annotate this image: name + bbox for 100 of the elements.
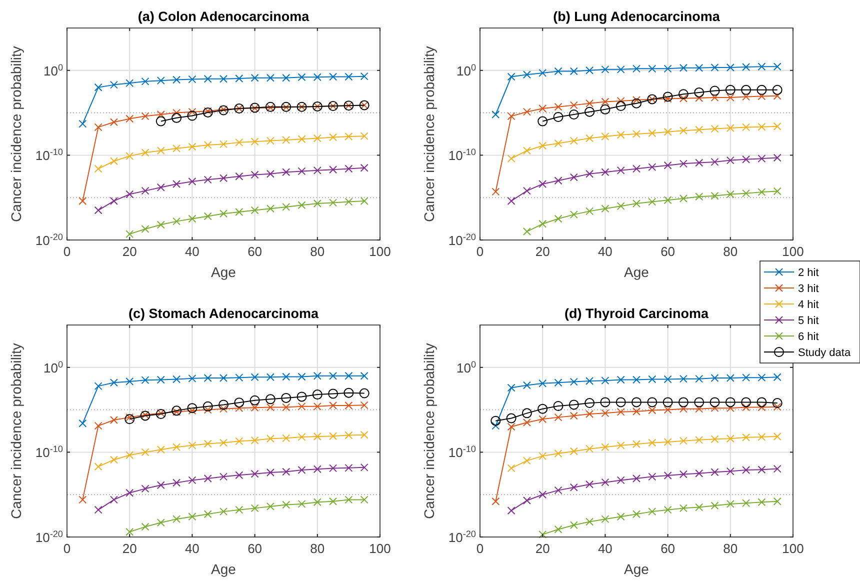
point bbox=[679, 504, 688, 512]
point bbox=[78, 196, 87, 205]
point bbox=[266, 434, 274, 443]
point bbox=[758, 432, 766, 441]
point bbox=[110, 456, 118, 464]
point bbox=[648, 508, 656, 516]
point bbox=[360, 430, 368, 439]
point bbox=[586, 376, 594, 385]
point bbox=[188, 441, 196, 450]
point bbox=[313, 166, 322, 174]
point bbox=[126, 230, 134, 238]
point bbox=[235, 471, 244, 480]
point bbox=[538, 116, 548, 126]
point bbox=[554, 449, 562, 458]
point bbox=[298, 201, 306, 210]
point bbox=[141, 522, 150, 531]
x-tick-label: 20 bbox=[535, 541, 550, 556]
point bbox=[601, 168, 610, 176]
x-tick-label: 0 bbox=[476, 541, 484, 556]
point bbox=[742, 466, 750, 474]
point bbox=[156, 116, 166, 126]
point bbox=[758, 374, 766, 382]
point bbox=[344, 431, 353, 440]
point bbox=[265, 394, 276, 404]
point bbox=[664, 471, 672, 480]
point bbox=[313, 372, 322, 380]
point bbox=[586, 134, 594, 142]
point bbox=[695, 158, 704, 167]
point bbox=[726, 63, 734, 72]
x-axis-title: Age bbox=[624, 264, 650, 280]
point bbox=[507, 72, 516, 81]
point bbox=[188, 178, 196, 186]
point bbox=[250, 470, 259, 478]
point bbox=[726, 500, 734, 508]
point bbox=[616, 376, 625, 384]
point bbox=[648, 64, 656, 73]
point bbox=[490, 416, 501, 426]
point bbox=[664, 406, 672, 414]
point bbox=[126, 413, 134, 422]
point bbox=[679, 94, 688, 102]
y-axis-title: Cancer incidence probability bbox=[421, 46, 437, 222]
point bbox=[586, 480, 594, 488]
point bbox=[522, 186, 531, 195]
point bbox=[726, 467, 734, 476]
point bbox=[126, 79, 134, 88]
point bbox=[522, 70, 531, 79]
point bbox=[282, 434, 290, 442]
point bbox=[554, 139, 562, 148]
point bbox=[710, 192, 719, 200]
y-tick-label: 10$^{-10}$ bbox=[448, 147, 476, 164]
point bbox=[679, 64, 688, 72]
point bbox=[298, 432, 306, 441]
point bbox=[507, 464, 516, 472]
point bbox=[220, 472, 228, 481]
point bbox=[235, 437, 244, 446]
legend-label: 5 hit bbox=[798, 315, 819, 327]
point bbox=[726, 124, 734, 132]
point bbox=[570, 101, 578, 110]
point bbox=[156, 376, 165, 384]
point bbox=[94, 506, 102, 514]
point bbox=[648, 129, 656, 138]
x-axis-title: Age bbox=[624, 561, 650, 577]
point bbox=[313, 200, 322, 208]
y-axis-title: Cancer incidence probability bbox=[8, 46, 24, 222]
point bbox=[250, 74, 259, 82]
x-tick-label: 100 bbox=[369, 541, 391, 556]
point bbox=[156, 481, 165, 490]
point bbox=[522, 146, 531, 155]
point bbox=[695, 436, 704, 444]
point bbox=[601, 65, 610, 74]
point bbox=[758, 466, 766, 474]
chart-title: (c) Stomach Adenocarcinoma bbox=[128, 306, 320, 321]
point bbox=[662, 397, 673, 408]
point bbox=[632, 440, 640, 448]
point bbox=[695, 404, 704, 413]
point bbox=[235, 374, 244, 382]
point bbox=[756, 397, 767, 408]
x-tick-label: 80 bbox=[723, 244, 738, 259]
point bbox=[726, 156, 734, 164]
x-tick-label: 60 bbox=[660, 541, 676, 556]
point bbox=[710, 468, 719, 476]
legend-label: 6 hit bbox=[798, 331, 819, 343]
point bbox=[94, 83, 102, 92]
point bbox=[110, 118, 118, 126]
point bbox=[710, 404, 719, 412]
point bbox=[188, 512, 196, 521]
point bbox=[538, 104, 547, 113]
point bbox=[126, 114, 134, 123]
point bbox=[741, 84, 752, 95]
point bbox=[601, 204, 610, 213]
point bbox=[726, 374, 734, 382]
point bbox=[282, 168, 290, 176]
point bbox=[344, 388, 354, 398]
point bbox=[360, 72, 368, 80]
point bbox=[156, 110, 165, 118]
point bbox=[187, 110, 198, 121]
point bbox=[616, 441, 625, 450]
point bbox=[172, 180, 181, 188]
point bbox=[110, 80, 118, 89]
point bbox=[188, 374, 196, 382]
